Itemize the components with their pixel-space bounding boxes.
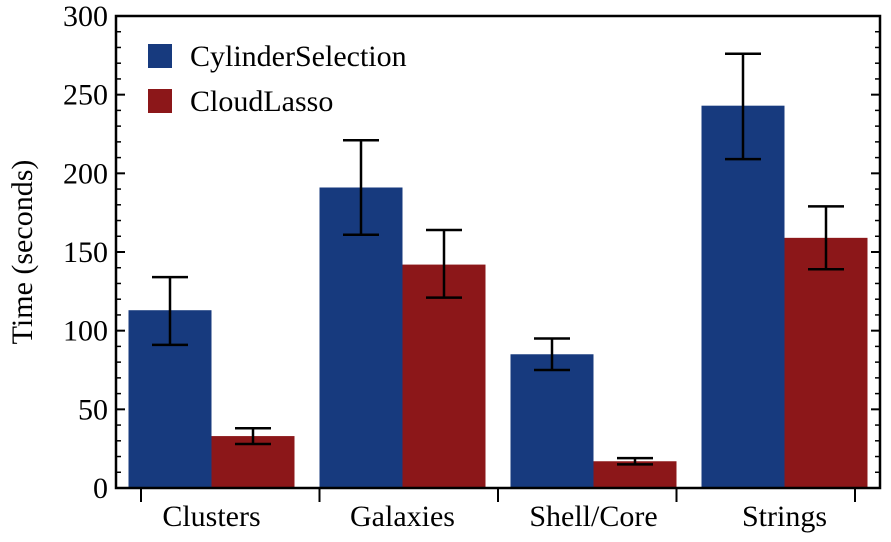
x-axis: Clusters Galaxies Shell/Core Strings (140, 488, 856, 533)
bar-cylinderselection-shell-core (510, 354, 594, 488)
bar-cloudlasso-galaxies (402, 264, 486, 488)
y-axis-label: Time (seconds) (6, 160, 39, 345)
bar-cloudlasso-shell-core (593, 461, 677, 488)
error-bar-cylinderselection-clusters (152, 275, 188, 347)
error-bar-cylinderselection-strings (725, 52, 761, 161)
legend-swatch-cloudlasso (148, 89, 172, 113)
legend: CylinderSelection CloudLasso (148, 40, 407, 118)
y-tick-label-300: 300 (63, 0, 108, 33)
y-tick-label-150: 150 (63, 236, 108, 269)
y-tick-label-250: 250 (63, 79, 108, 112)
x-tick-label-shell-core: Shell/Core (529, 500, 657, 533)
legend-label-cylinderselection: CylinderSelection (190, 40, 407, 73)
y-tick-label-50: 50 (78, 393, 108, 426)
y-tick-label-100: 100 (63, 315, 108, 348)
x-tick-label-galaxies: Galaxies (350, 500, 455, 533)
y-tick-label-0: 0 (93, 472, 108, 505)
y-axis: 0 50 100 150 200 250 300 (63, 0, 880, 505)
error-bar-cloudlasso-shell-core (617, 456, 653, 466)
x-tick-label-strings: Strings (742, 500, 827, 533)
bar-cylinderselection-galaxies (319, 187, 403, 488)
bar-cloudlasso-strings (784, 237, 868, 488)
error-bar-cloudlasso-galaxies (426, 228, 462, 299)
legend-swatch-cylinderselection (148, 44, 172, 68)
error-bar-cloudlasso-clusters (235, 426, 271, 446)
error-bar-cylinderselection-shell-core (534, 337, 570, 372)
error-bar-cloudlasso-strings (808, 205, 844, 271)
error-bar-cylinderselection-galaxies (343, 139, 379, 236)
x-tick-label-clusters: Clusters (162, 500, 260, 533)
bars-layer (128, 105, 868, 489)
bar-cylinderselection-strings (701, 105, 785, 489)
legend-label-cloudlasso: CloudLasso (190, 85, 333, 118)
y-tick-label-200: 200 (63, 157, 108, 190)
error-bars-layer (152, 52, 844, 466)
